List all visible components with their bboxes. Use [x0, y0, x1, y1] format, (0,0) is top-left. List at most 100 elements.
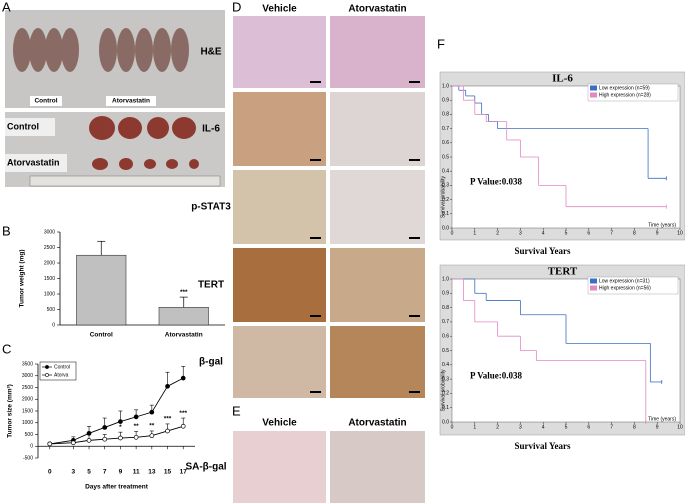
y-tick-label: 0.6	[442, 140, 449, 146]
y-tick-label: 0.7	[442, 126, 449, 132]
marker	[118, 435, 123, 441]
marker	[118, 419, 123, 424]
bar	[76, 254, 127, 326]
panel-letter: A	[2, 0, 11, 14]
y-tick-label: 500	[47, 307, 56, 313]
significance: *	[119, 424, 122, 431]
x-axis-label: Days after treatment	[85, 484, 149, 491]
x-tick-label: 3	[519, 424, 522, 430]
x-tick-label: 7	[610, 424, 613, 430]
micrograph	[330, 16, 425, 88]
y-tick-label: 0.5	[442, 348, 449, 354]
legend-swatch	[590, 285, 597, 291]
x-axis-label: Survival Years	[515, 441, 571, 451]
legend-label: Low expression (n=31)	[599, 278, 650, 284]
significance: **	[149, 423, 155, 430]
x-tick-label: 3	[72, 469, 76, 476]
y-tick-label: 1500	[22, 408, 33, 414]
y-tick-label: 3500	[22, 361, 33, 367]
micrograph	[233, 92, 326, 166]
column-header: Atorvastatin	[348, 418, 406, 429]
marker	[133, 414, 139, 420]
legend-swatch	[590, 92, 597, 98]
micrograph	[233, 431, 326, 503]
legend-label: Low expression (n=59)	[599, 85, 650, 91]
chart-title: TERT	[548, 266, 578, 278]
y-tick-label: 0.0	[442, 225, 449, 231]
marker	[180, 375, 186, 381]
y-tick-label: 0.1	[442, 211, 449, 217]
y-tick-label: 0.2	[442, 391, 449, 397]
mice	[13, 28, 189, 72]
y-tick-label: 0.2	[442, 197, 449, 203]
significance: ***	[164, 416, 172, 423]
marker	[86, 438, 92, 443]
legend-label: High expression (n=56)	[599, 285, 651, 291]
y-tick-label: 2500	[44, 245, 55, 251]
micrograph	[330, 92, 425, 166]
micrograph	[330, 326, 425, 398]
y-tick-label: 0.7	[442, 319, 449, 325]
x-tick-label: 3	[519, 230, 522, 236]
y-tick-label: 1.0	[442, 83, 449, 89]
photo-label: Atorvastatin	[112, 98, 150, 105]
photo-label: Control	[7, 121, 39, 131]
marker	[149, 409, 155, 415]
photo-label: Atorvastatin	[7, 157, 60, 167]
panel-letter: C	[2, 341, 11, 356]
panel-letter: B	[2, 223, 11, 238]
p-value: P Value:0.038	[470, 177, 523, 187]
x-tick-label: 0	[48, 469, 52, 476]
y-tick-label: 1000	[44, 291, 55, 297]
micrograph	[233, 326, 326, 398]
micrograph	[330, 431, 425, 503]
y-tick-label: 2000	[44, 260, 55, 266]
legend	[39, 361, 77, 381]
significance: ***	[179, 410, 187, 417]
x-tick-label: 5	[565, 230, 568, 236]
bar	[158, 307, 209, 326]
y-tick-label: 2000	[22, 397, 33, 403]
x-tick-label: 10	[677, 230, 683, 236]
marker	[70, 440, 76, 446]
y-tick-label: -500	[23, 455, 33, 461]
row-label: p-STAT3	[191, 202, 231, 213]
legend-swatch	[590, 278, 597, 284]
x-tick-label: 0	[451, 230, 454, 236]
x-tick-label: 8	[633, 424, 636, 430]
y-tick-label: 0.8	[442, 305, 449, 311]
significance: **	[134, 423, 140, 430]
marker	[47, 441, 53, 447]
x-tick-label: 6	[587, 424, 590, 430]
x-tick-label: 5	[87, 469, 91, 476]
y-tick-label: 1500	[44, 276, 55, 282]
row-label: β-gal	[199, 357, 223, 368]
panel-letter: F	[437, 36, 445, 51]
y-tick-label: 500	[25, 432, 34, 438]
x-tick-label: 9	[119, 469, 123, 476]
x-tick-label: 8	[633, 230, 636, 236]
y-tick-label: 0.1	[442, 405, 449, 411]
x-tick-label: 7	[103, 469, 107, 476]
marker	[102, 425, 108, 430]
y-tick-label: 1.0	[442, 276, 449, 282]
column-header: Vehicle	[262, 418, 297, 429]
series-line	[49, 377, 184, 445]
panel-letter: E	[232, 403, 241, 418]
micrograph	[233, 248, 326, 322]
x-tick-label: 5	[565, 424, 568, 430]
micrograph	[330, 248, 425, 322]
marker	[133, 434, 139, 440]
row-label: IL-6	[202, 124, 220, 135]
legend-label: High expression (n=28)	[599, 92, 651, 98]
x-tick-label: 13	[148, 469, 156, 476]
panel-letter: D	[232, 0, 241, 14]
micrograph	[233, 16, 326, 88]
legend-label: Control	[54, 364, 70, 370]
y-axis-label: Survival probability	[440, 176, 446, 218]
x-tick-label: 7	[610, 230, 613, 236]
marker	[180, 423, 186, 429]
y-tick-label: 2500	[22, 385, 33, 391]
axis-note: Time (years)	[648, 416, 676, 422]
y-tick-label: 0.4	[442, 169, 449, 175]
